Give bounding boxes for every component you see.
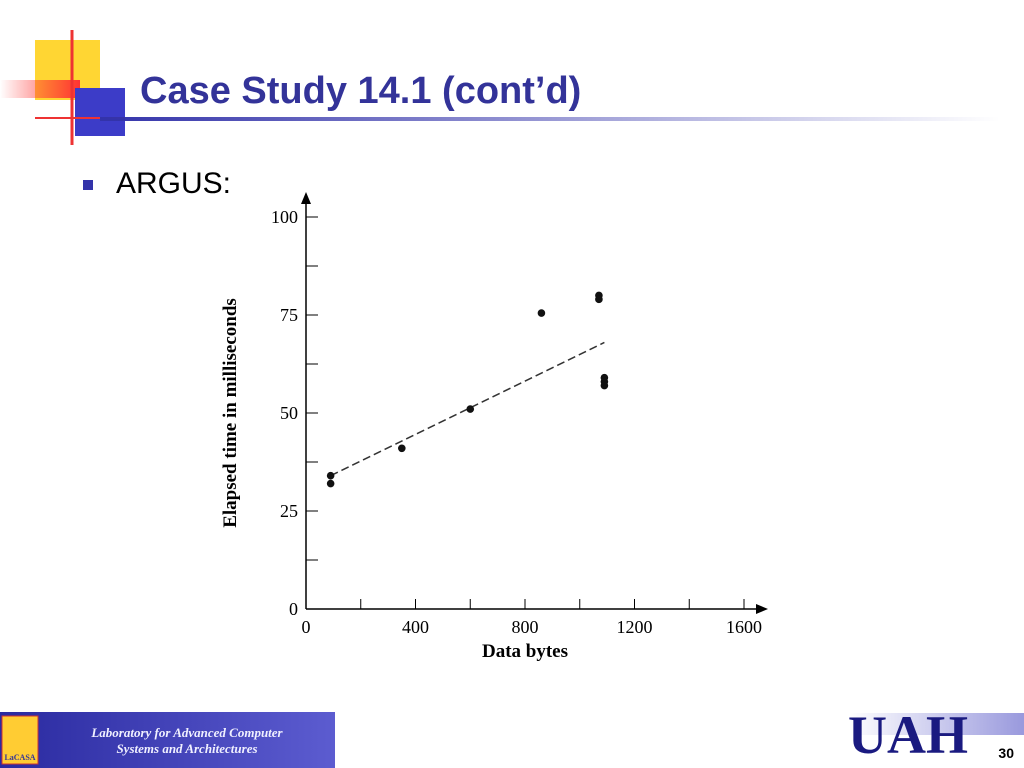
deco-blue bbox=[75, 88, 125, 136]
data-point bbox=[537, 309, 546, 317]
footer-text: Systems and Architectures bbox=[116, 741, 257, 756]
brand-bar bbox=[850, 713, 1024, 735]
page-number: 30 bbox=[998, 745, 1014, 761]
y-tick-label: 75 bbox=[280, 305, 298, 325]
title-underline bbox=[100, 117, 1000, 121]
logo bbox=[1, 715, 39, 765]
footer-text: Laboratory for Advanced Computer bbox=[90, 725, 283, 740]
x-tick-label: 400 bbox=[402, 617, 429, 637]
x-tick-label: 1600 bbox=[726, 617, 762, 637]
trend-line bbox=[330, 341, 605, 477]
x-tick-label: 0 bbox=[302, 617, 311, 637]
data-point bbox=[466, 405, 475, 413]
data-point bbox=[398, 444, 406, 453]
y-tick-label: 50 bbox=[280, 403, 298, 423]
bullet-text: ARGUS: bbox=[116, 167, 231, 200]
x-arrow bbox=[756, 604, 768, 614]
chart: Data bytes Elapsed time in milliseconds … bbox=[220, 192, 768, 662]
y-arrow bbox=[301, 192, 311, 204]
y-tick-label: 25 bbox=[280, 501, 298, 521]
y-axis-label: Elapsed time in milliseconds bbox=[220, 298, 241, 528]
bullet-mark bbox=[83, 180, 93, 190]
y-tick-label: 100 bbox=[271, 207, 298, 227]
x-tick-label: 800 bbox=[512, 617, 539, 637]
x-tick-label: 1200 bbox=[617, 617, 653, 637]
y-tick-label: 0 bbox=[289, 599, 298, 619]
data-point bbox=[595, 295, 603, 304]
data-point bbox=[326, 479, 335, 488]
data-point bbox=[600, 381, 609, 390]
x-axis-label: Data bytes bbox=[482, 641, 568, 662]
brand: UAH bbox=[848, 705, 968, 765]
title: Case Study 14.1 (cont’d) bbox=[140, 70, 581, 112]
deco-red bbox=[0, 80, 80, 98]
data-point bbox=[326, 471, 335, 480]
footer-box bbox=[0, 712, 335, 768]
logo-text: LaCASA bbox=[4, 753, 35, 762]
